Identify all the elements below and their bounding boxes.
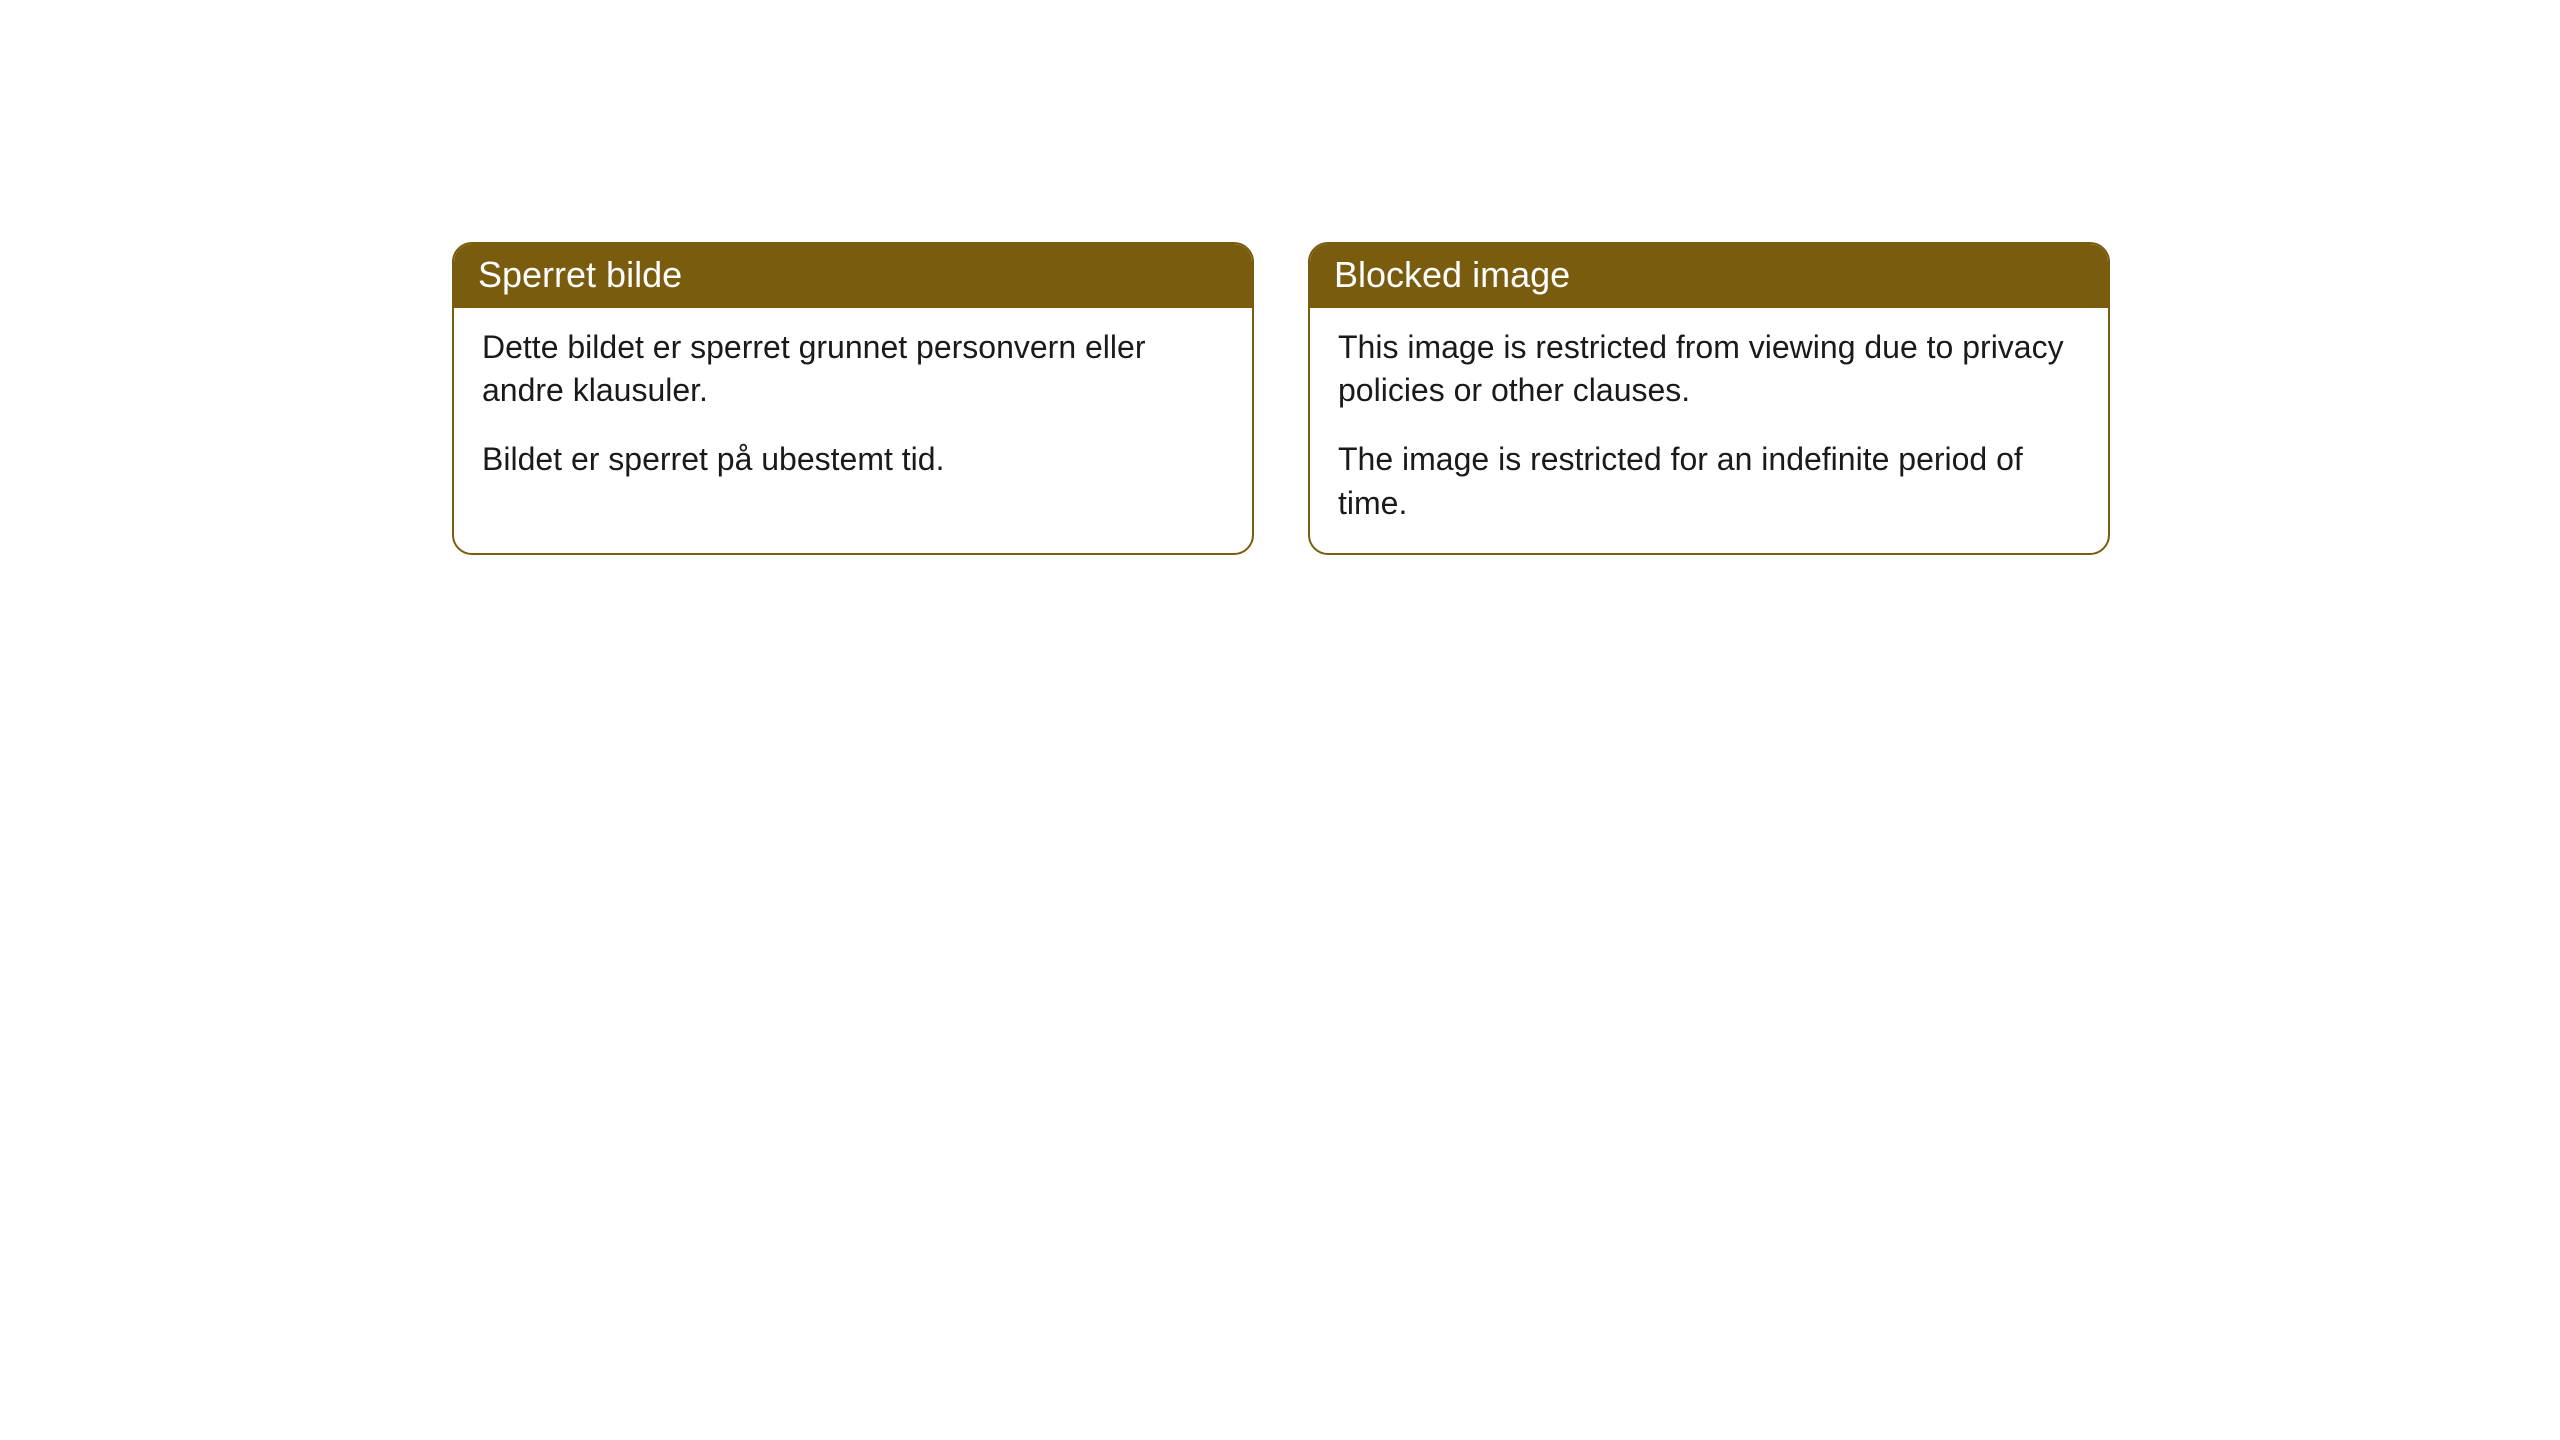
notice-paragraph: Dette bildet er sperret grunnet personve…	[482, 326, 1224, 412]
notice-card-norwegian: Sperret bilde Dette bildet er sperret gr…	[452, 242, 1254, 555]
notice-header: Blocked image	[1310, 244, 2108, 308]
notice-body: This image is restricted from viewing du…	[1310, 308, 2108, 553]
notice-paragraph: This image is restricted from viewing du…	[1338, 326, 2080, 412]
notice-paragraph: The image is restricted for an indefinit…	[1338, 438, 2080, 524]
notice-card-english: Blocked image This image is restricted f…	[1308, 242, 2110, 555]
notice-container: Sperret bilde Dette bildet er sperret gr…	[0, 0, 2560, 555]
notice-body: Dette bildet er sperret grunnet personve…	[454, 308, 1252, 510]
notice-paragraph: Bildet er sperret på ubestemt tid.	[482, 438, 1224, 481]
notice-header: Sperret bilde	[454, 244, 1252, 308]
